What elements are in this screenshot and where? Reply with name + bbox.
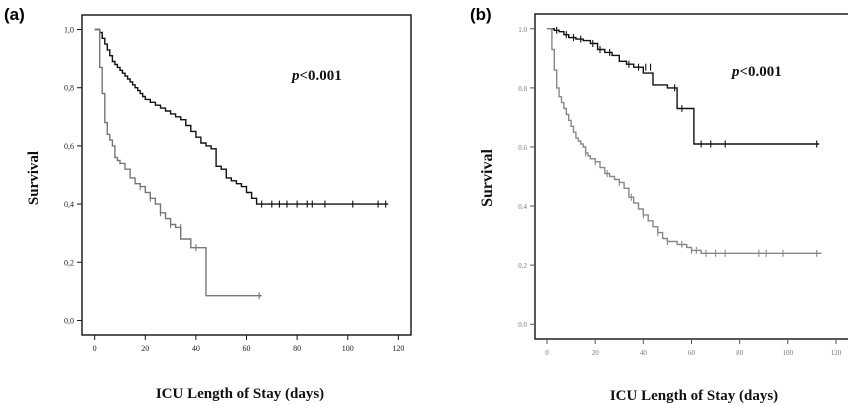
panel-b-x-tick-label: 20 [592,349,600,357]
panel-a-y-tick-label: 1,0 [64,26,74,35]
panel-b-y-tick-label: 1.0 [518,26,527,34]
panel-b-frame [534,13,848,340]
panel-a-x-ticks: 0 20 40 60 80 100 120 [93,335,404,353]
panel-a-x-tick-label: 60 [243,344,251,353]
panel-b-y-tick-label: 0.6 [518,144,527,152]
panel-a-label: (a) [4,5,25,24]
panel-b-y-tick-label: 0.2 [518,262,527,270]
panel-b-y-tick-label: 0.8 [518,85,527,93]
panel-a-y-tick-label: 0,0 [64,316,74,325]
panel-a-x-tick-label: 120 [392,344,404,353]
panel-b-survival-curve-2 [547,28,822,254]
panel-a-x-tick-label: 0 [93,344,97,353]
panel-a-series [94,28,389,300]
panel-a-y-tick-label: 0,4 [64,200,74,209]
panel-b-x-axis-title: ICU Length of Stay (days) [610,388,778,404]
panel-b-x-tick-label: 120 [831,349,842,357]
panel-b-x-tick-label: 40 [640,349,648,357]
panel-a-y-tick-label: 0,2 [64,258,74,267]
panel-a-x-tick-label: 100 [342,344,354,353]
panel-b-y-ticks: 0.0 0.2 0.4 0.6 0.8 1.0 [518,26,535,329]
panel-a-x-tick-label: 20 [141,344,149,353]
panel-b-x-tick-label: 0 [545,349,549,357]
panel-b-y-tick-label: 0.0 [518,321,527,329]
panel-b-x-tick-label: 100 [783,349,794,357]
panel-b-y-tick-label: 0.4 [518,203,527,211]
panel-a-y-axis-title: Survival [26,151,42,205]
panel-a-y-ticks: 0,0 0,2 0,4 0,6 0,8 1,0 [64,26,82,325]
panel-a-y-tick-label: 0,6 [64,142,74,151]
panel-b-x-tick-label: 60 [688,349,696,357]
panel-b-y-axis-title: Survival [479,149,496,207]
panel-a: (a) 0 20 40 60 80 100 120 0,0 0,2 0,4 0,6 0,8 1,0 p… [4,5,412,402]
panel-a-p-value: p<0.001 [290,68,342,84]
panel-b-p-value: p<0.001 [730,64,782,80]
panel-a-frame [81,14,412,336]
panel-a-survival-curve-1 [94,28,389,205]
panel-b-survival-curve-1 [547,28,820,145]
panel-b-p-text: <0.001 [740,64,782,80]
panel-a-x-axis-title: ICU Length of Stay (days) [156,386,324,402]
panel-b-series [547,26,822,257]
panel-b-x-tick-label: 80 [736,349,744,357]
panel-a-p-symbol: p [290,68,300,84]
panel-b-x-ticks: 0 20 40 60 80 100 120 [545,339,842,357]
panel-b-p-symbol: p [730,64,740,80]
panel-a-x-tick-label: 40 [192,344,200,353]
panel-a-x-tick-label: 80 [293,344,301,353]
panel-b: (b) 0 20 40 60 80 100 120 0.0 0.2 0.4 0.6 0.8 1.0 p… [470,5,848,404]
panel-a-y-tick-label: 0,8 [64,84,74,93]
panel-a-p-text: <0.001 [300,68,342,84]
panel-b-label: (b) [470,5,492,24]
